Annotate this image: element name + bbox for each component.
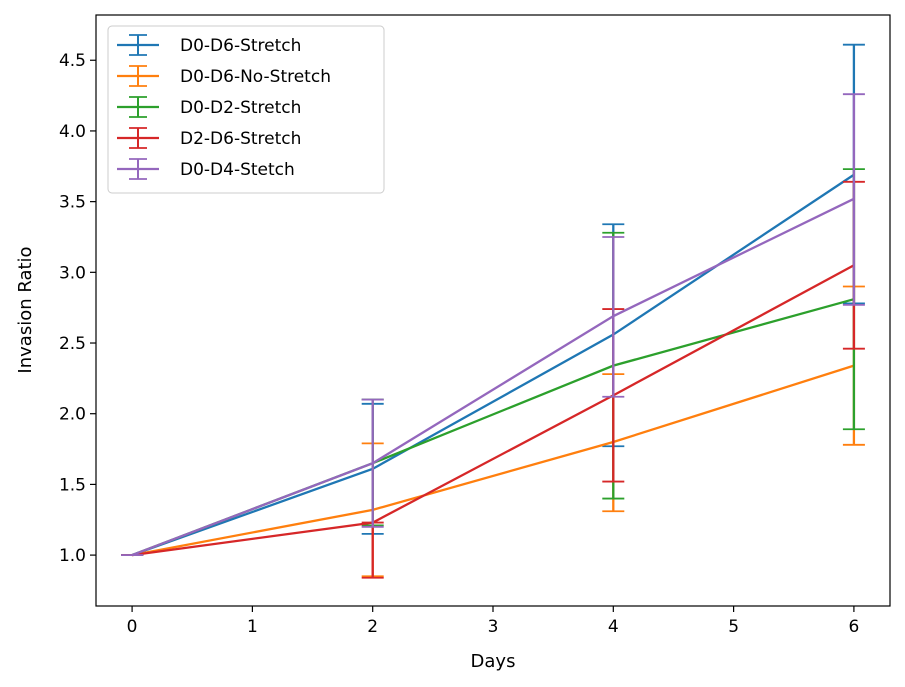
x-axis-label: Days (471, 651, 516, 672)
y-tick-label: 1.0 (59, 546, 86, 566)
y-tick-label: 2.0 (59, 405, 86, 425)
series-line (131, 197, 855, 557)
x-tick-label: 6 (848, 617, 859, 637)
x-axis: 0 1 2 3 4 5 6 (127, 606, 859, 637)
series-line (131, 364, 855, 557)
y-tick-label: 3.0 (59, 263, 86, 283)
x-tick-label: 3 (488, 617, 499, 637)
y-tick-label: 4.5 (59, 51, 86, 71)
legend-label: D0-D4-Stetch (180, 160, 295, 180)
legend-label: D0-D2-Stretch (180, 98, 301, 118)
y-tick-label: 1.5 (59, 475, 86, 495)
legend-box (107, 25, 385, 194)
x-tick-label: 0 (127, 617, 138, 637)
y-axis: 1.0 1.5 2.0 2.5 3.0 3.5 4.0 4.5 (59, 51, 96, 566)
x-tick-label: 5 (728, 617, 739, 637)
legend-label: D2-D6-Stretch (180, 129, 301, 149)
y-tick-label: 3.5 (59, 193, 86, 213)
x-tick-label: 4 (608, 617, 619, 637)
legend-label: D0-D6-Stretch (180, 36, 301, 56)
x-tick-label: 2 (367, 617, 378, 637)
y-tick-label: 2.5 (59, 334, 86, 354)
series-d0-d4-stetch (121, 93, 865, 557)
series-line (131, 173, 855, 557)
series-line (131, 264, 855, 557)
legend-label: D0-D6-No-Stretch (180, 67, 331, 87)
legend: D0-D6-Stretch D0-D6-No-Stretch D0-D2-Stret… (107, 25, 385, 194)
series-layer (121, 43, 865, 579)
x-tick-label: 1 (247, 617, 258, 637)
y-tick-label: 4.0 (59, 122, 86, 142)
y-axis-label: Invasion Ratio (15, 246, 36, 373)
